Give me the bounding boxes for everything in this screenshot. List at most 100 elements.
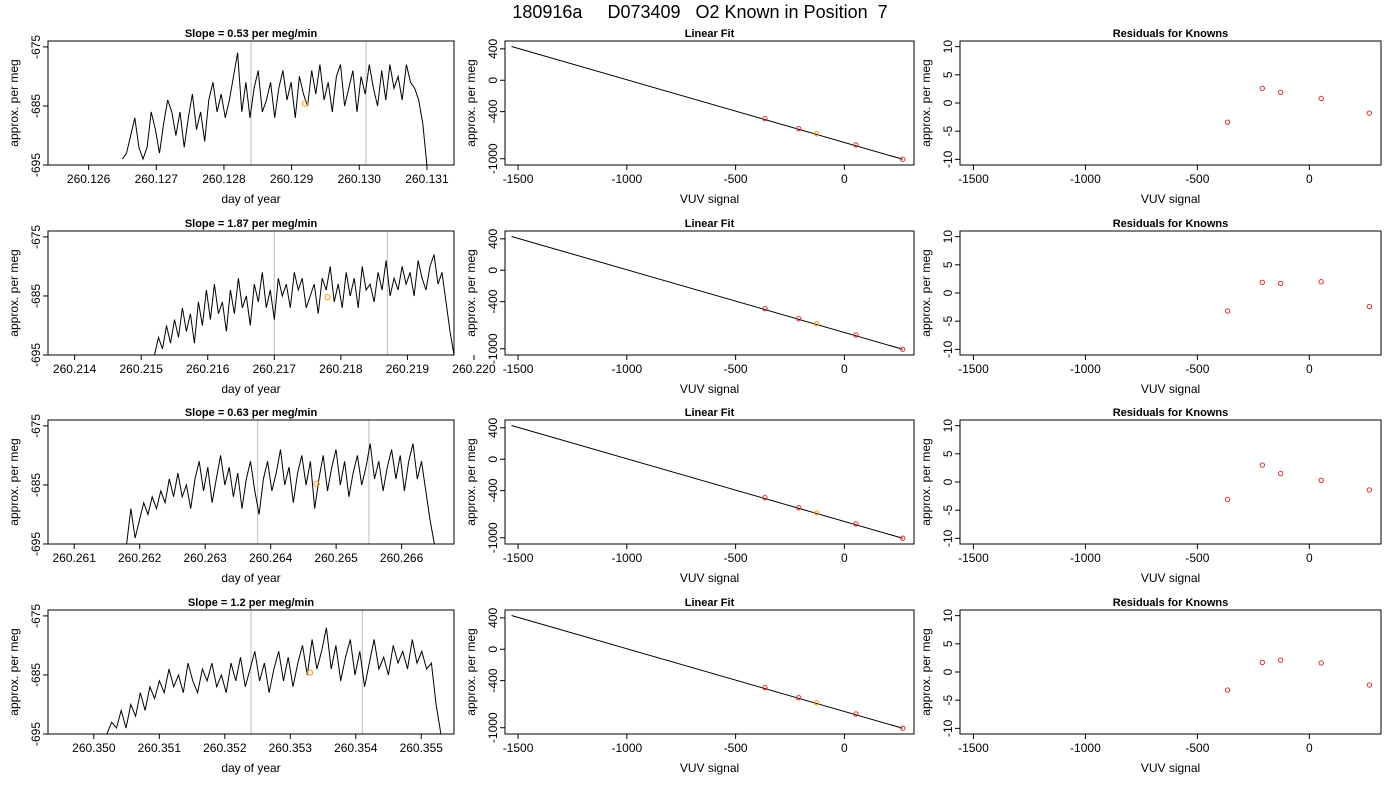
- x-tick-label: 0: [841, 362, 848, 376]
- x-tick-label: 260.264: [249, 551, 293, 565]
- y-tick-label: -5: [941, 126, 955, 137]
- plot-frame: [47, 230, 455, 356]
- y-axis-label: approx. per meg: [919, 438, 933, 525]
- y-tick-label: -695: [29, 532, 43, 556]
- plot-frame: [959, 230, 1382, 356]
- x-tick-label: -1000: [1070, 172, 1101, 186]
- x-axis-label: VUV signal: [680, 382, 739, 396]
- data-point: [853, 332, 859, 338]
- page-title: 180916a D073409 O2 Known in Position 7: [512, 2, 888, 22]
- x-tick-label: 0: [841, 741, 848, 755]
- plot-area: [511, 615, 906, 731]
- y-tick-label: 5: [941, 450, 955, 457]
- data-point: [813, 321, 820, 327]
- panel-row4-linearfit: Linear Fit-1500 -1000 -500 04000-400-1000VU…: [464, 597, 915, 775]
- data-point: [762, 305, 768, 312]
- data-point: [795, 125, 802, 132]
- x-tick-label: 260.351: [138, 741, 182, 755]
- x-tick-label: -1000: [611, 172, 642, 186]
- x-axis-label: VUV signal: [1141, 192, 1200, 206]
- plot-frame: [504, 40, 915, 166]
- x-tick-label: -1500: [958, 551, 989, 565]
- data-point: [795, 315, 802, 322]
- x-tick-label: -500: [724, 551, 748, 565]
- data-point: [899, 156, 906, 162]
- data-point: [1366, 110, 1373, 116]
- y-axis-label: approx. per meg: [7, 249, 21, 336]
- data-point: [1259, 659, 1266, 666]
- plot-frame: [504, 609, 915, 735]
- plot-frame: [47, 609, 455, 735]
- x-tick-label: -1500: [958, 172, 989, 186]
- x-tick-label: 260.215: [119, 362, 163, 376]
- data-point: [1224, 496, 1231, 503]
- y-tick-label: -400: [486, 668, 500, 692]
- fit-line: [511, 425, 903, 539]
- panel-row1-timeseries: Slope = 0.53 per meg/min 260.126 260.127 26…: [7, 28, 455, 206]
- y-tick-label: 0: [941, 99, 955, 106]
- x-tick-label: 260.216: [186, 362, 230, 376]
- y-tick-label: 10: [941, 419, 955, 433]
- x-tick-label: -500: [1185, 741, 1209, 755]
- y-tick-label: -10: [941, 340, 955, 358]
- y-tick-label: -675: [29, 35, 43, 59]
- plot-area: [511, 425, 906, 541]
- plot-area: [1224, 462, 1373, 503]
- plot-area: [154, 231, 454, 355]
- y-tick-label: -5: [941, 695, 955, 706]
- data-point: [1224, 687, 1231, 693]
- x-tick-label: 0: [1306, 551, 1313, 565]
- data-point: [1277, 470, 1284, 477]
- x-tick-label: -1000: [611, 551, 642, 565]
- chart-title: Linear Fit: [685, 218, 735, 230]
- y-axis-label: approx. per meg: [919, 249, 933, 336]
- data-point: [1259, 85, 1266, 92]
- fit-line: [511, 236, 903, 350]
- data-point: [853, 142, 859, 148]
- x-tick-label: -1000: [611, 362, 642, 376]
- plot-frame: [47, 419, 455, 545]
- y-tick-label: -1000: [486, 143, 500, 174]
- x-tick-label: 260.217: [253, 362, 297, 376]
- y-tick-label: -695: [29, 153, 43, 177]
- x-tick-label: 260.128: [202, 172, 246, 186]
- panel-row2-linearfit: Linear Fit-1500 -1000 -500 04000-400-1000VU…: [464, 218, 915, 396]
- y-tick-label: 5: [941, 640, 955, 647]
- x-tick-label: 260.350: [72, 741, 116, 755]
- x-tick-label: 260.353: [269, 741, 313, 755]
- x-tick-label: 260.352: [203, 741, 247, 755]
- x-tick-label: 260.265: [314, 551, 358, 565]
- x-tick-label: -1500: [503, 172, 534, 186]
- x-tick-label: 260.214: [53, 362, 97, 376]
- y-tick-label: -10: [941, 150, 955, 168]
- y-tick-label: -685: [29, 94, 43, 118]
- x-tick-label: 260.261: [52, 551, 96, 565]
- data-point: [762, 494, 768, 501]
- x-tick-label: -1500: [503, 362, 534, 376]
- plot-area: [121, 41, 428, 165]
- y-tick-label: -10: [941, 529, 955, 547]
- y-tick-label: 0: [486, 77, 500, 84]
- chart-title: Linear Fit: [685, 407, 735, 419]
- plot-area: [1224, 279, 1373, 314]
- x-tick-label: -1500: [503, 741, 534, 755]
- plot-frame: [959, 609, 1382, 735]
- data-point: [1366, 487, 1373, 493]
- data-point: [813, 510, 820, 516]
- y-axis-label: approx. per meg: [464, 438, 478, 525]
- plot-frame: [504, 419, 915, 545]
- x-tick-label: -1500: [958, 741, 989, 755]
- x-tick-label: -500: [1185, 362, 1209, 376]
- x-tick-label: 260.354: [334, 741, 378, 755]
- y-tick-label: -400: [486, 289, 500, 313]
- x-tick-label: 260.355: [400, 741, 444, 755]
- x-axis-label: VUV signal: [1141, 571, 1200, 585]
- y-axis-label: approx. per meg: [7, 59, 21, 146]
- data-point: [1366, 682, 1373, 688]
- series-line: [126, 443, 435, 544]
- chart-title: Slope = 1.2 per meg/min: [188, 597, 315, 609]
- x-tick-label: -1500: [958, 362, 989, 376]
- plot-area: [1224, 85, 1373, 125]
- data-point: [813, 700, 820, 706]
